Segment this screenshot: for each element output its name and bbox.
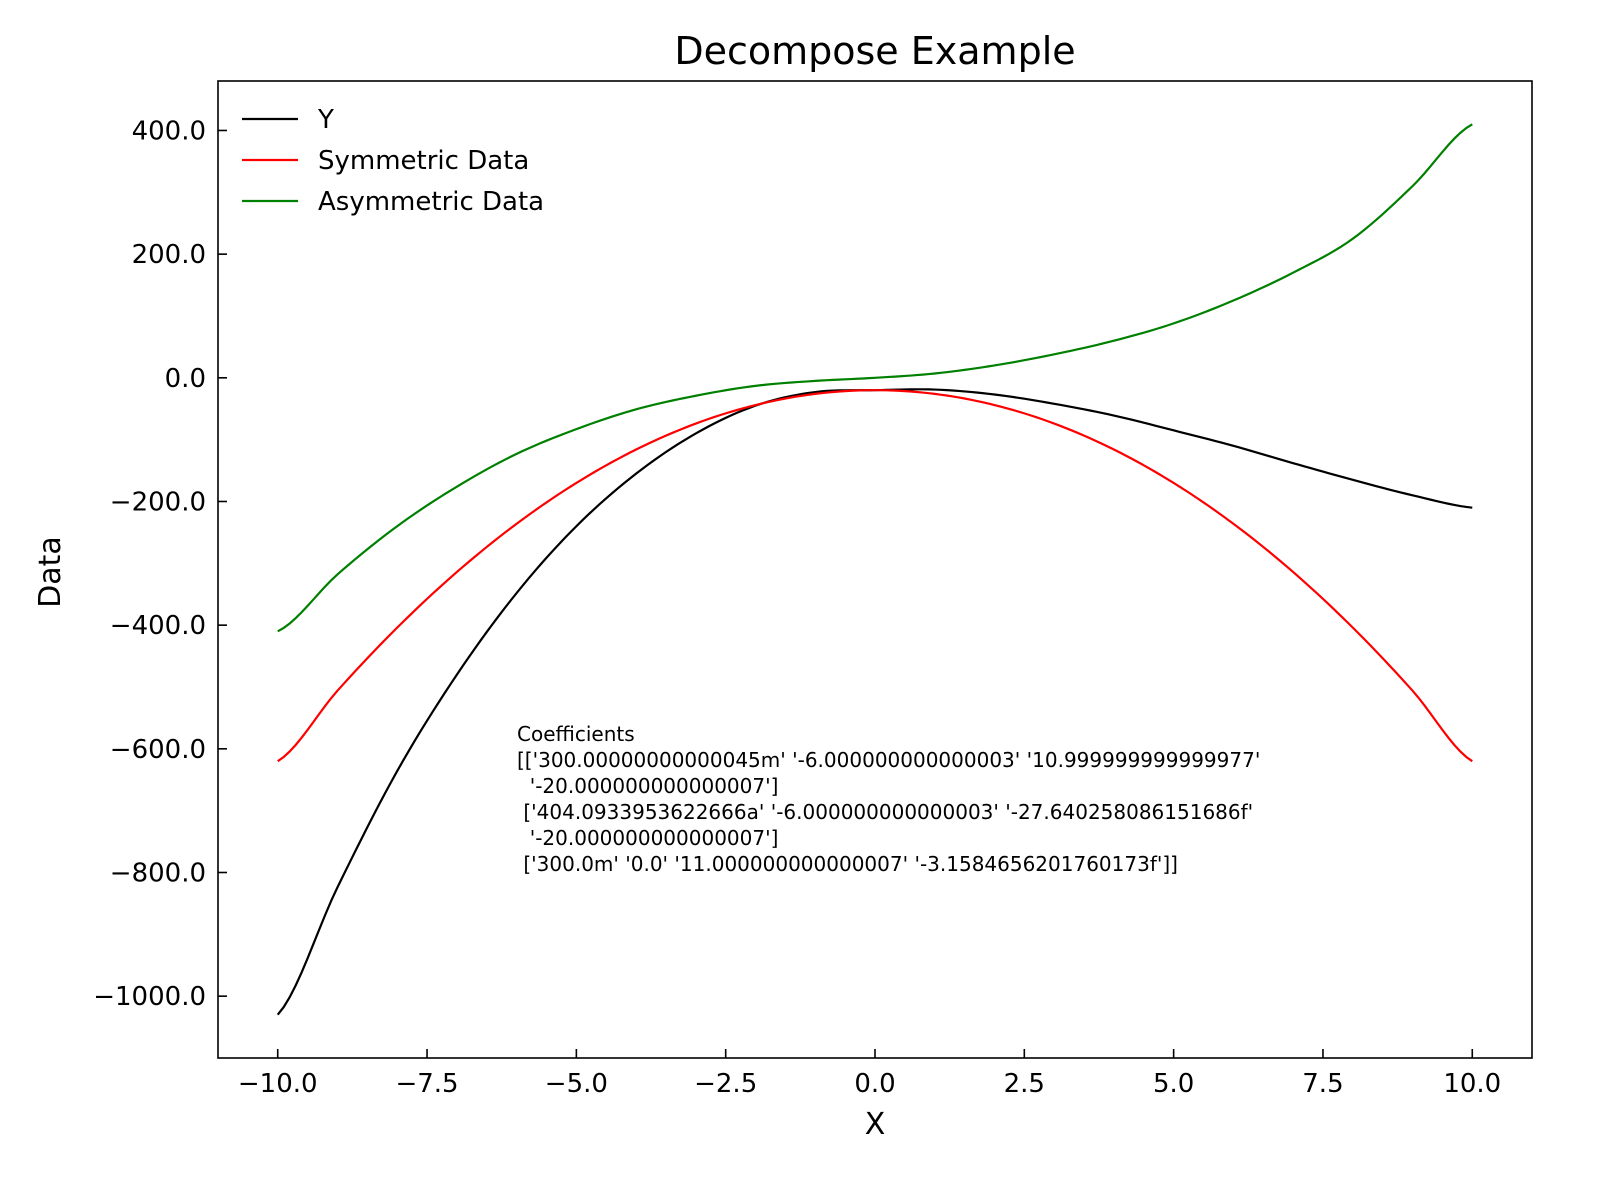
series-line-2 <box>277 123 1473 633</box>
chart-title: Decompose Example <box>674 29 1075 73</box>
series-line-0 <box>276 388 1473 1016</box>
y-tick-label: 0.0 <box>165 364 206 394</box>
legend: Y Symmetric Data Asymmetric Data <box>242 105 544 217</box>
annotation-line: ['300.0m' '0.0' '11.000000000000007' '-3… <box>517 852 1178 876</box>
x-tick-label: −10.0 <box>238 1069 318 1099</box>
y-tick-label: −800.0 <box>110 858 206 888</box>
y-tick-label: −200.0 <box>110 487 206 517</box>
x-tick-label: 10.0 <box>1443 1069 1501 1099</box>
plot-lines <box>276 123 1473 1016</box>
annotation-line: ['404.0933953622666a' '-6.00000000000000… <box>517 800 1253 824</box>
x-axis-label: X <box>865 1107 886 1142</box>
coefficients-annotation: Coefficients[['300.00000000000045m' '-6.… <box>517 722 1260 876</box>
y-axis-label: Data <box>33 536 68 608</box>
x-tick-label: −5.0 <box>545 1069 608 1099</box>
y-tick-label: −1000.0 <box>93 982 206 1012</box>
annotation-line: [['300.00000000000045m' '-6.000000000000… <box>517 748 1260 772</box>
x-tick-label: 2.5 <box>1004 1069 1045 1099</box>
y-tick-label: −600.0 <box>110 735 206 765</box>
annotation-line: Coefficients <box>517 722 635 746</box>
y-tick-label: 200.0 <box>132 240 206 270</box>
y-axis-ticks: 400.0 200.0 0.0 −200.0 −400.0 −600.0 −800.0 −10… <box>93 116 227 1012</box>
x-tick-label: 7.5 <box>1302 1069 1343 1099</box>
x-tick-label: 0.0 <box>854 1069 895 1099</box>
y-tick-label: 400.0 <box>132 116 206 146</box>
legend-label: Symmetric Data <box>318 146 529 176</box>
x-axis-ticks: −10.0 −7.5 −5.0 −2.5 0.0 2.5 5.0 7.5 10.0 <box>238 1049 1501 1099</box>
x-tick-label: −2.5 <box>694 1069 757 1099</box>
annotation-line: '-20.000000000000007'] <box>517 774 778 798</box>
annotation-line: '-20.000000000000007'] <box>517 826 778 850</box>
legend-label: Y <box>317 105 334 135</box>
y-tick-label: −400.0 <box>110 611 206 641</box>
legend-label: Asymmetric Data <box>318 187 544 217</box>
x-tick-label: 5.0 <box>1153 1069 1194 1099</box>
x-tick-label: −7.5 <box>395 1069 458 1099</box>
plot-frame <box>217 80 1533 1059</box>
series-line-1 <box>277 389 1473 763</box>
